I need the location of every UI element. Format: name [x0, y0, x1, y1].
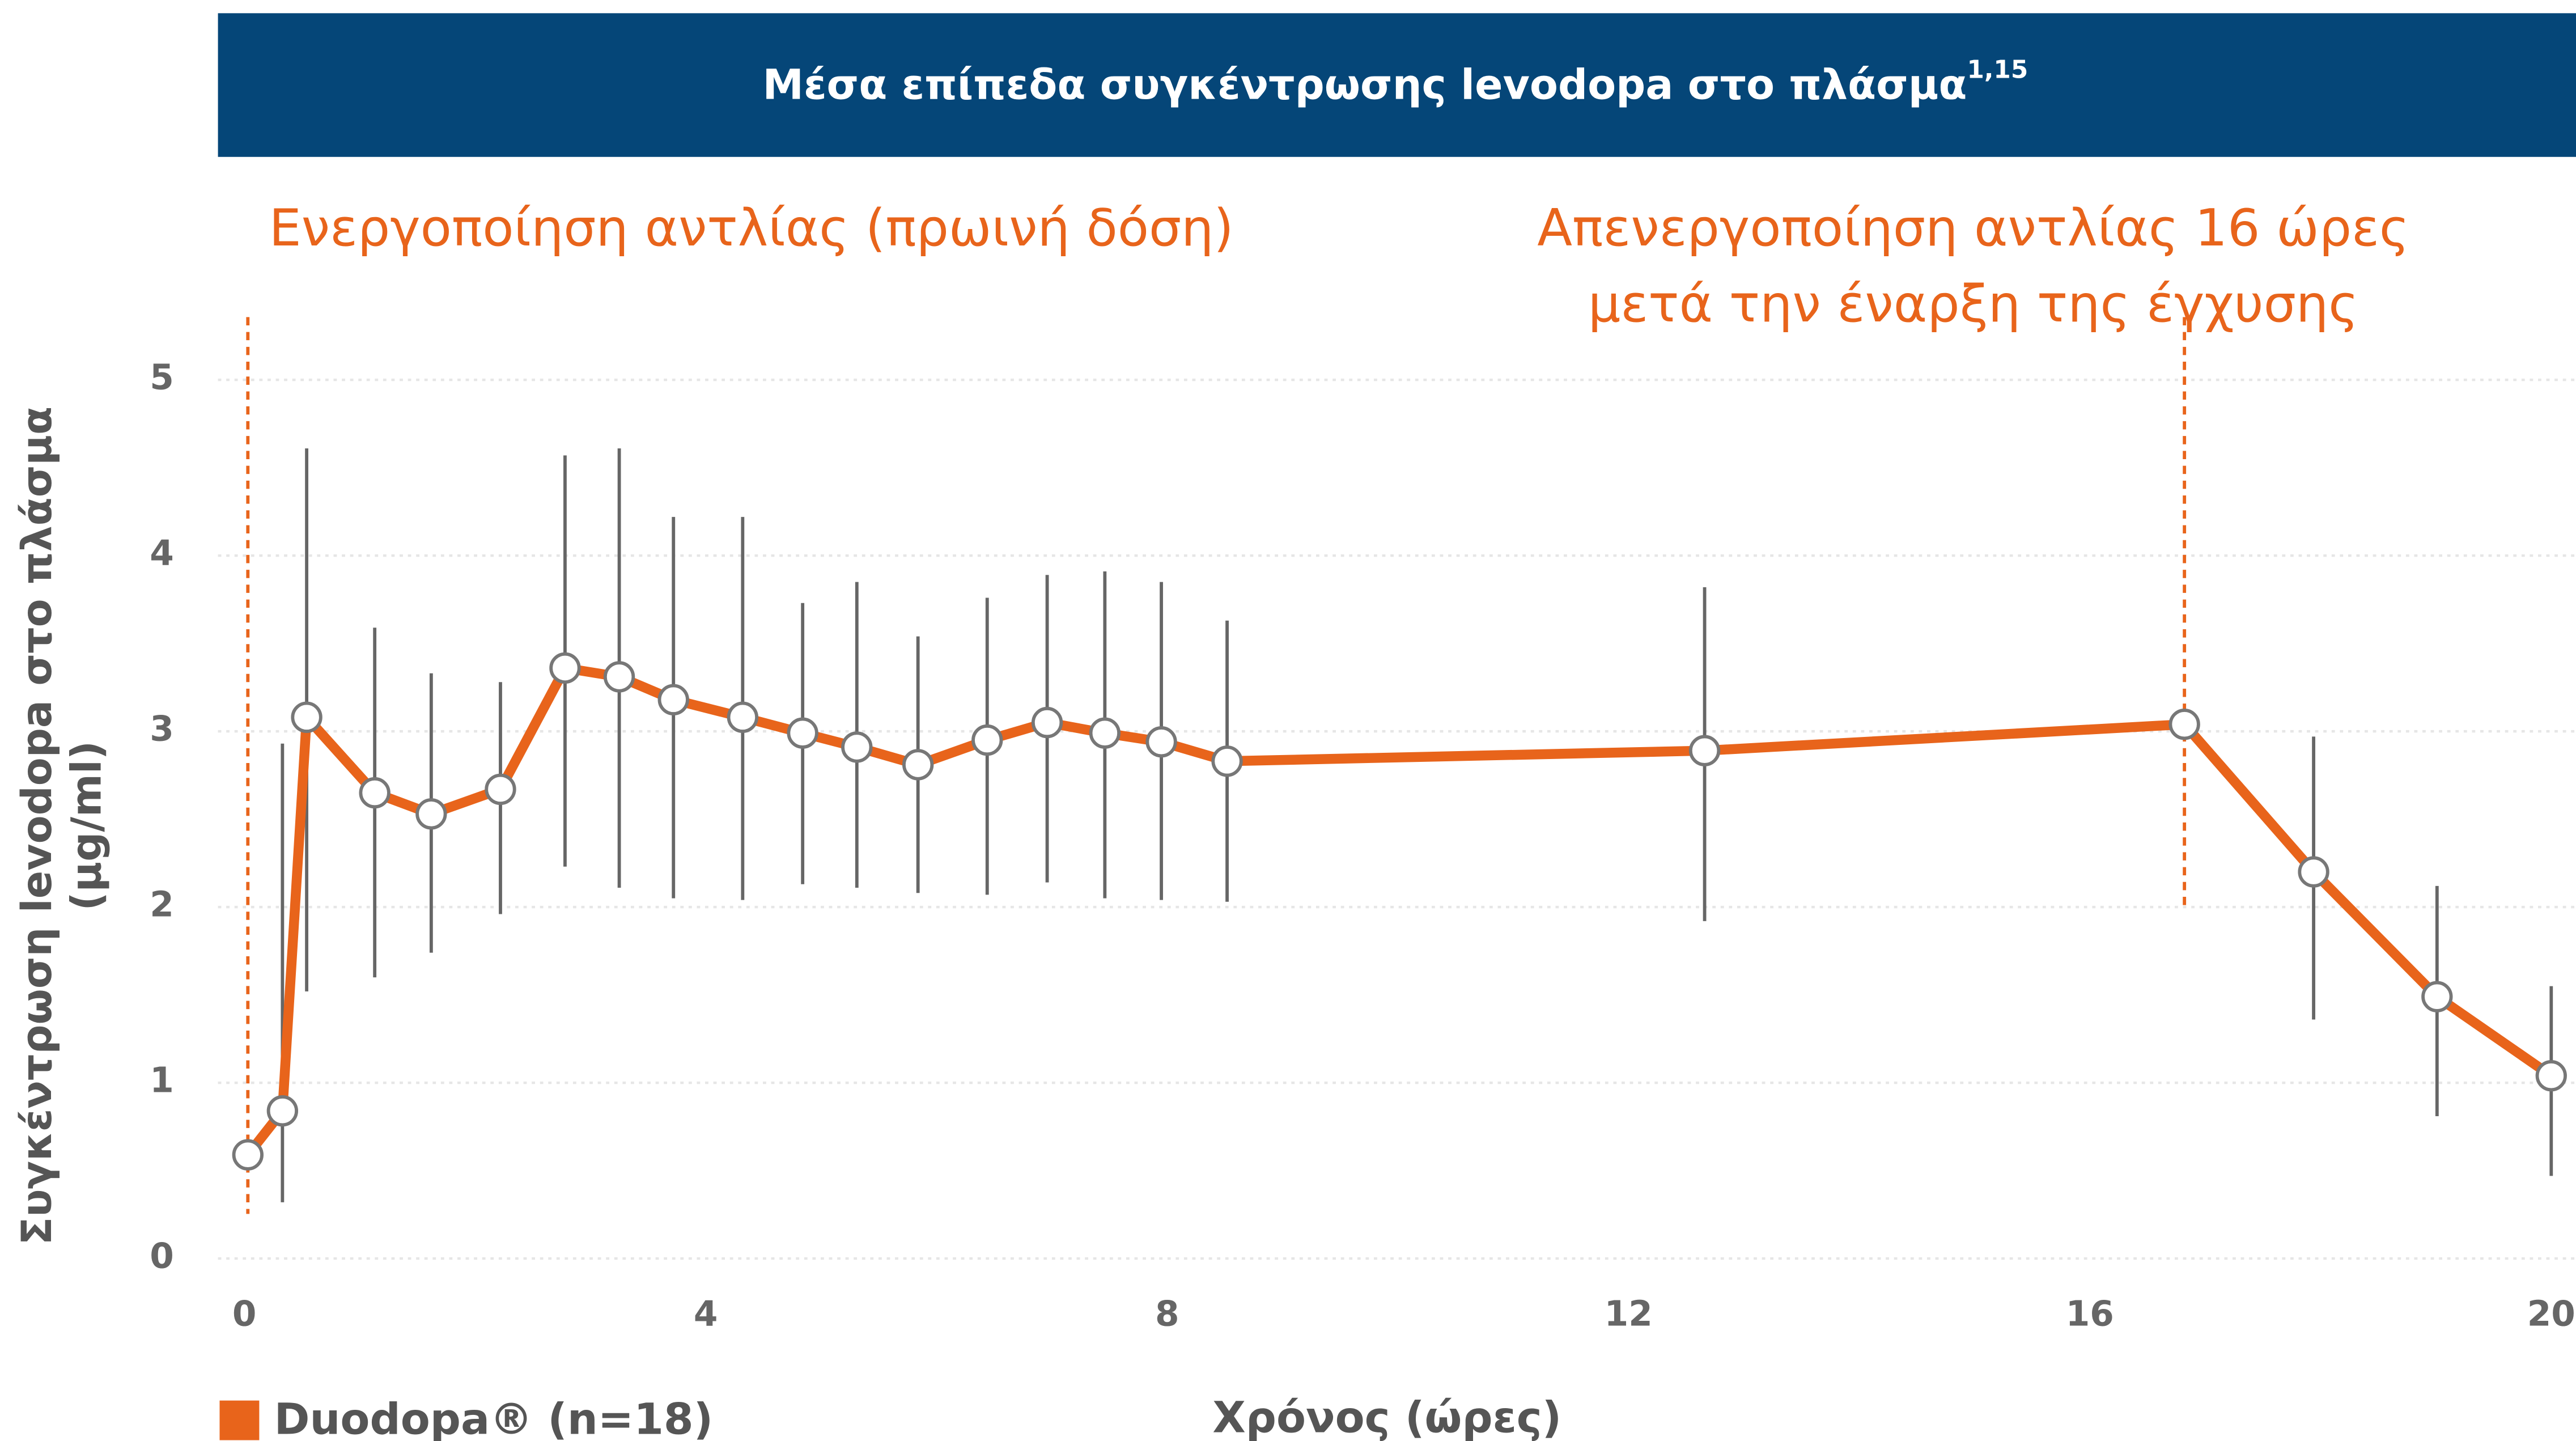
data-point	[2168, 709, 2200, 740]
data-point	[1211, 745, 1243, 777]
y-tick-label: 5	[150, 358, 174, 398]
data-point	[266, 1095, 299, 1127]
title-superscript: 1,15	[1967, 55, 2028, 84]
annotation-text: Απενεργοποίηση αντλίας 16 ώρες	[1537, 198, 2409, 258]
annotation-text: μετά την έναρξη της έγχυσης	[1588, 274, 2358, 334]
x-tick-label: 0	[232, 1294, 257, 1334]
x-tick-label: 20	[2527, 1294, 2575, 1334]
x-tick-label: 16	[2066, 1294, 2114, 1334]
data-point	[359, 777, 391, 809]
y-tick-label: 2	[150, 885, 174, 925]
y-axis-label: (μg/ml)	[62, 741, 111, 911]
data-point	[787, 717, 818, 749]
data-point	[549, 652, 581, 684]
y-axis-label: Συγκέντρωση levodopa στο πλάσμα	[13, 406, 61, 1245]
chart-title: Μέσα επίπεδα συγκέντρωσης levodopa στο π…	[763, 55, 2028, 109]
data-point	[1089, 717, 1121, 749]
title-text: Μέσα επίπεδα συγκέντρωσης levodopa στο π…	[763, 61, 1967, 109]
data-point	[971, 724, 1003, 756]
data-point	[232, 1139, 264, 1171]
data-point	[727, 701, 759, 733]
x-tick-label: 4	[694, 1294, 718, 1334]
data-point	[902, 749, 934, 781]
data-point	[841, 731, 873, 763]
data-point	[1688, 735, 1721, 766]
y-tick-label: 0	[150, 1236, 174, 1277]
data-point	[291, 701, 322, 733]
data-point	[2298, 856, 2329, 888]
legend-label: Duodopa® (n=18)	[274, 1394, 714, 1441]
y-tick-label: 1	[150, 1061, 174, 1101]
data-point	[415, 798, 447, 830]
title-bar	[218, 13, 2576, 157]
y-tick-label: 4	[150, 533, 174, 574]
x-tick-label: 12	[1605, 1294, 1653, 1334]
data-point	[603, 661, 635, 693]
data-point	[2535, 1059, 2567, 1092]
legend-swatch	[219, 1400, 260, 1440]
y-tick-label: 3	[150, 709, 174, 749]
data-point	[1031, 706, 1063, 739]
data-point	[1145, 726, 1177, 758]
data-point	[657, 684, 689, 715]
data-point	[2421, 981, 2453, 1012]
x-tick-label: 8	[1155, 1294, 1179, 1334]
data-point	[485, 773, 516, 806]
annotation-text: Ενεργοποίηση αντλίας (πρωινή δόση)	[269, 198, 1234, 258]
x-axis-label: Χρόνος (ώρες)	[1212, 1393, 1561, 1441]
